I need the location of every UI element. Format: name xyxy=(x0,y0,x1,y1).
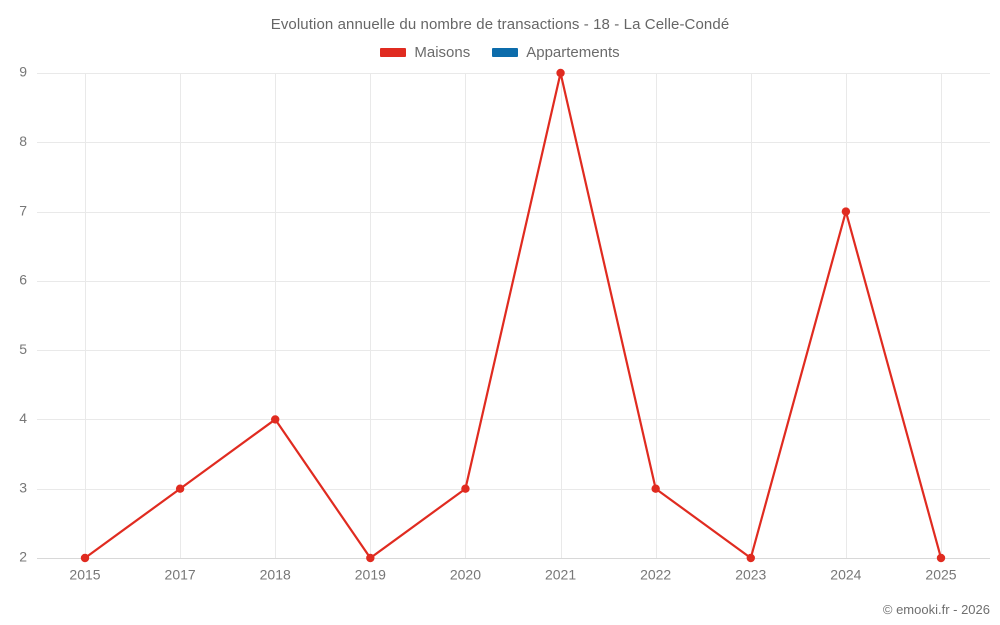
data-series-layer xyxy=(80,68,946,563)
y-tick-label: 5 xyxy=(19,341,27,357)
data-point-marker[interactable] xyxy=(366,553,375,563)
legend-item-label: Maisons xyxy=(414,44,471,61)
data-point-marker[interactable] xyxy=(556,68,565,78)
data-point-marker[interactable] xyxy=(461,484,470,493)
y-tick-label: 9 xyxy=(19,64,27,80)
x-tick-label: 2015 xyxy=(69,566,100,582)
y-tick-label: 7 xyxy=(19,202,27,218)
x-tick-label: 2022 xyxy=(640,566,671,582)
data-point-marker[interactable] xyxy=(175,484,185,493)
data-point-marker[interactable] xyxy=(746,553,755,563)
legend-item-label: Appartements xyxy=(526,44,620,61)
data-point-marker[interactable] xyxy=(936,553,946,563)
series-line-maisons xyxy=(83,71,943,560)
x-tick-label: 2019 xyxy=(355,566,386,582)
y-tick-label: 8 xyxy=(19,133,27,149)
data-point-marker[interactable] xyxy=(841,207,851,216)
x-tick-label: 2025 xyxy=(925,566,956,582)
x-tick-label: 2018 xyxy=(260,566,291,582)
copyright-credit: © emooki.fr - 2026 xyxy=(882,602,990,617)
y-tick-label: 3 xyxy=(19,479,27,495)
x-tick-label: 2017 xyxy=(165,566,196,582)
legend-swatch-icon xyxy=(380,48,407,57)
legend-swatch-icon xyxy=(492,48,519,57)
data-point-marker[interactable] xyxy=(271,415,280,424)
chart-legend: Maisons Appartements xyxy=(0,44,1000,61)
data-point-marker[interactable] xyxy=(80,553,90,563)
x-tick-label: 2020 xyxy=(450,566,481,582)
legend-item-appartements[interactable]: Appartements xyxy=(492,44,620,61)
y-tick-label: 6 xyxy=(19,272,27,288)
data-point-marker[interactable] xyxy=(651,484,660,493)
chart-title: Evolution annuelle du nombre de transact… xyxy=(270,16,730,33)
x-tick-label: 2024 xyxy=(830,566,861,582)
y-tick-label: 2 xyxy=(19,549,27,565)
legend-item-maisons[interactable]: Maisons xyxy=(380,44,470,61)
x-tick-label: 2023 xyxy=(735,566,766,582)
x-axis-ticks: 2015 2017 2018 2019 2020 2021 2022 2023 2024 2025 xyxy=(69,566,956,582)
x-tick-label: 2021 xyxy=(545,566,576,582)
y-tick-label: 4 xyxy=(19,410,27,426)
y-axis-ticks: 2 3 4 5 6 7 8 9 xyxy=(19,64,27,565)
